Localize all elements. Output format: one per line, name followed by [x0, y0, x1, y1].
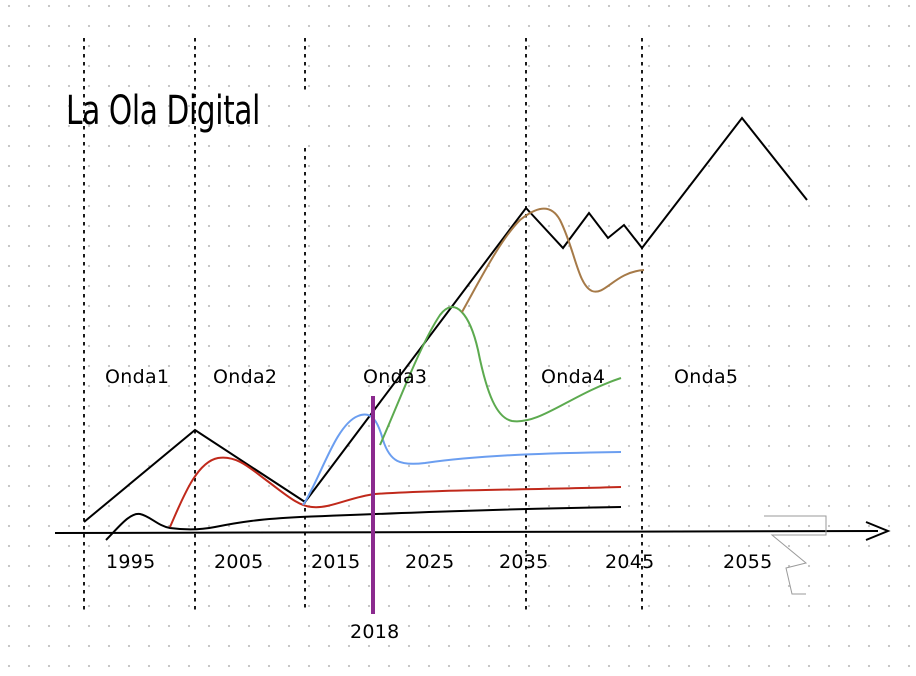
axis-arrowhead — [865, 521, 891, 541]
curve-onda4-brown — [461, 207, 645, 313]
wave-label-2: Onda2 — [213, 366, 278, 388]
curve-envelope — [83, 116, 808, 523]
year-label-1995: 1995 — [106, 551, 156, 573]
wave-label-4: Onda4 — [541, 366, 606, 388]
year-label-2015: 2015 — [311, 551, 361, 573]
wave-label-3: Onda3 — [363, 366, 428, 388]
year-label-2045: 2045 — [605, 551, 655, 573]
diagram-title: La Ola Digital — [66, 88, 260, 134]
year-label-2055: 2055 — [723, 551, 773, 573]
marker-2018-label: 2018 — [350, 621, 400, 643]
time-axis — [54, 521, 891, 541]
curve-onda3-blue — [302, 413, 622, 506]
curve-baseline — [105, 506, 622, 541]
era-separators — [83, 38, 643, 612]
wave-label-1: Onda1 — [105, 366, 170, 388]
year-label-2005: 2005 — [214, 551, 264, 573]
gray-scribble — [764, 515, 827, 595]
year-label-2025: 2025 — [405, 551, 455, 573]
wave-label-5: Onda5 — [674, 366, 739, 388]
curve-onda2 — [169, 456, 622, 528]
curve-onda3-green — [379, 306, 622, 446]
year-label-2035: 2035 — [499, 551, 549, 573]
